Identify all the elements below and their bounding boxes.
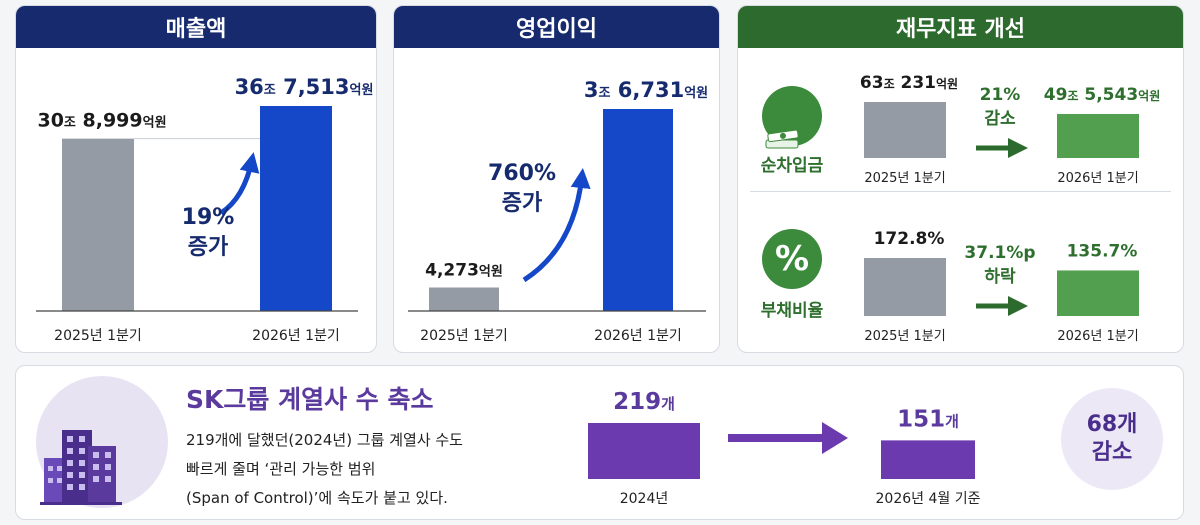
operating-profit-panel: 영업이익 4,273억원 2025년 1분기 3조 6,731억원 2026년 1분기… [393, 5, 720, 353]
x-tick-label: 2025년 1분기 [864, 329, 945, 344]
bar-value-label: 49조 5,543억원 [1044, 85, 1161, 105]
sk-reduction-badge: 68개 감소 [1061, 388, 1163, 490]
sk-panel: SK그룹 계열사 수 축소 219개에 달했던(2024년) 그룹 계열사 수도… [15, 365, 1184, 520]
sk-title: SK그룹 계열사 수 축소 [186, 385, 434, 414]
x-tick-label: 2025년 1분기 [864, 171, 945, 186]
bar [881, 440, 975, 479]
bar [864, 258, 946, 316]
financial-divider [750, 191, 1171, 192]
revenue-chart: 30조 8,999억원 2025년 1분기 36조 7,513억원 2026년 1분기… [36, 75, 374, 344]
sk-desc-line: (Span of Control)’에 속도가 붙고 있다. [186, 489, 448, 507]
bar [1057, 270, 1139, 316]
bar [864, 102, 946, 158]
change-word: 감소 [984, 109, 1016, 129]
bar [429, 287, 499, 311]
x-tick-label: 2026년 1분기 [1057, 171, 1138, 186]
net-debt-label: 순차입금 [760, 156, 824, 176]
x-tick-label: 2026년 1분기 [1057, 329, 1138, 344]
sk-badge-word: 감소 [1091, 440, 1133, 465]
cash-stack-icon [762, 86, 822, 156]
bar-value-label: 219개 [613, 389, 675, 415]
x-tick-label: 2025년 1분기 [420, 328, 508, 344]
financial-header: 재무지표 개선 [738, 6, 1183, 48]
bar-value-label: 30조 8,999억원 [37, 110, 166, 132]
x-tick-label: 2026년 1분기 [594, 328, 682, 344]
percent-icon: % [762, 229, 822, 289]
bar-value-label: 4,273억원 [425, 261, 503, 281]
bar [588, 423, 700, 479]
x-tick-label: 2026년 4월 기준 [876, 491, 981, 507]
revenue-header: 매출액 [16, 6, 376, 48]
change-word: 하락 [984, 267, 1016, 287]
bar [1057, 113, 1139, 158]
debt-ratio-label: 부채비율 [760, 301, 824, 321]
bar [603, 109, 673, 311]
sk-chart: 219개 2024년 151개 2026년 4월 기준 [588, 389, 981, 507]
increase-arrow [219, 152, 260, 216]
decrease-arrow [728, 422, 848, 454]
change-percent: 760% [488, 161, 556, 186]
change-word: 증가 [188, 235, 228, 260]
x-tick-label: 2026년 1분기 [252, 328, 340, 344]
change-word: 증가 [502, 191, 542, 216]
change-value: 37.1%p [964, 243, 1035, 263]
bar-value-label: 172.8% [874, 229, 945, 249]
bar-value-label: 151개 [897, 406, 959, 432]
increase-arrow [522, 168, 591, 283]
sk-desc-line: 빠르게 줄며 ‘관리 가능한 범위 [186, 460, 376, 478]
bar-value-label: 135.7% [1067, 241, 1138, 261]
change-value: 21% [980, 85, 1021, 105]
revenue-panel: 매출액 30조 8,999억원 2025년 1분기 36조 7,513억원 2026년… [15, 5, 377, 353]
building-icon [36, 376, 168, 508]
operating-profit-chart: 4,273억원 2025년 1분기 3조 6,731억원 2026년 1분기 760% 증… [408, 78, 708, 344]
change-percent: 19% [182, 205, 235, 230]
bar-value-label: 36조 7,513억원 [235, 75, 374, 99]
bar [260, 106, 332, 311]
sk-badge-count: 68개 [1086, 412, 1138, 437]
x-tick-label: 2024년 [620, 491, 669, 507]
financial-chart: 63조 231억원 2025년 1분기 49조 5,543억원 2026년 1분기 21… [860, 73, 1161, 344]
bar-value-label: 63조 231억원 [860, 73, 958, 93]
sk-description: 219개에 달했던(2024년) 그룹 계열사 수도 빠르게 줄며 ‘관리 가능… [186, 426, 546, 513]
financial-panel: 재무지표 개선 순차입금 % 부채비율 63조 231억원 2025년 1분기 49… [737, 5, 1184, 353]
sk-desc-line: 219개에 달했던(2024년) 그룹 계열사 수도 [186, 431, 463, 449]
operating-profit-header: 영업이익 [394, 6, 719, 48]
bar [62, 138, 134, 311]
bar-value-label: 3조 6,731억원 [584, 78, 708, 102]
x-tick-label: 2025년 1분기 [54, 328, 142, 344]
